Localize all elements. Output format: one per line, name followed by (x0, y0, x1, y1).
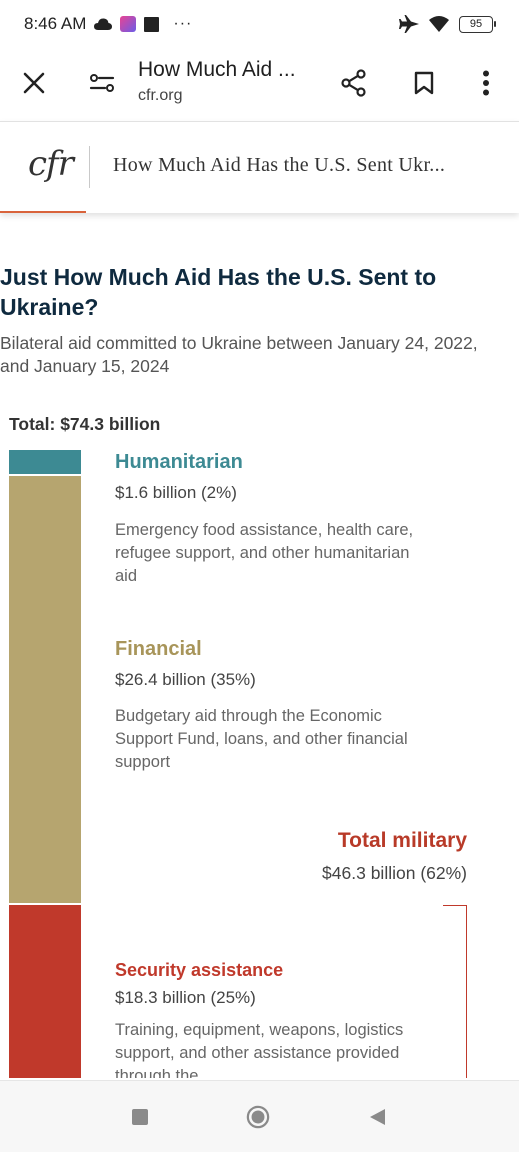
bar-segment-financial (9, 476, 81, 903)
recents-square-icon (132, 1109, 148, 1125)
bookmark-icon (414, 71, 434, 95)
bookmark-button[interactable] (404, 63, 444, 103)
bar-segment-security (9, 905, 81, 1078)
square-icon (144, 16, 160, 32)
browser-toolbar: How Much Aid ... cfr.org (0, 48, 519, 118)
security-value: $18.3 billion (25%) (115, 988, 256, 1007)
header-underline (0, 211, 86, 213)
humanitarian-title: Humanitarian (115, 451, 243, 473)
close-icon (23, 72, 45, 94)
airplane-icon (399, 15, 419, 33)
app-icon (120, 16, 137, 32)
recents-button[interactable] (128, 1105, 152, 1129)
humanitarian-description: Emergency food assistance, health care, … (115, 521, 414, 585)
more-menu-button[interactable] (466, 63, 506, 103)
security-title: Security assistance (115, 960, 284, 980)
header-divider (89, 146, 90, 188)
financial-description: Budgetary aid through the Economic Suppo… (115, 707, 408, 771)
cloud-icon (94, 18, 113, 30)
share-button[interactable] (334, 63, 374, 103)
article-title: Just How Much Aid Has the U.S. Sent to U… (0, 264, 437, 320)
more-notifications-icon: ··· (173, 15, 193, 32)
total-military-value: $46.3 billion (62%) (322, 863, 467, 883)
battery-icon: 95 (459, 15, 496, 33)
status-bar: 8:46 AM ··· 95 (0, 0, 519, 48)
status-time: 8:46 AM (24, 14, 87, 33)
home-circle-icon (246, 1105, 270, 1129)
cfr-logo[interactable]: cfr (28, 144, 74, 184)
site-settings-icon (89, 74, 115, 92)
page-title[interactable]: How Much Aid ... (138, 58, 296, 81)
bar-segment-humanitarian (9, 450, 81, 474)
site-header: cfr How Much Aid Has the U.S. Sent Ukr..… (0, 121, 519, 213)
security-description: Training, equipment, weapons, logistics … (115, 1021, 404, 1078)
financial-value: $26.4 billion (35%) (115, 670, 256, 689)
system-nav-bar (0, 1080, 519, 1152)
more-vert-icon (483, 70, 489, 96)
home-button[interactable] (246, 1105, 270, 1129)
total-label: Total: $74.3 billion (9, 414, 161, 434)
page-url[interactable]: cfr.org (138, 87, 183, 104)
header-article-title: How Much Aid Has the U.S. Sent Ukr... (113, 154, 446, 176)
military-bracket (443, 905, 467, 1078)
financial-title: Financial (115, 638, 202, 660)
site-settings-button[interactable] (82, 63, 122, 103)
humanitarian-value: $1.6 billion (2%) (115, 483, 237, 502)
article-subtitle: Bilateral aid committed to Ukraine betwe… (0, 333, 478, 376)
total-military-title: Total military (337, 829, 467, 852)
back-triangle-icon (370, 1109, 385, 1125)
wifi-icon (429, 16, 449, 32)
share-icon (341, 69, 366, 97)
close-button[interactable] (14, 63, 54, 103)
back-button[interactable] (365, 1105, 389, 1129)
